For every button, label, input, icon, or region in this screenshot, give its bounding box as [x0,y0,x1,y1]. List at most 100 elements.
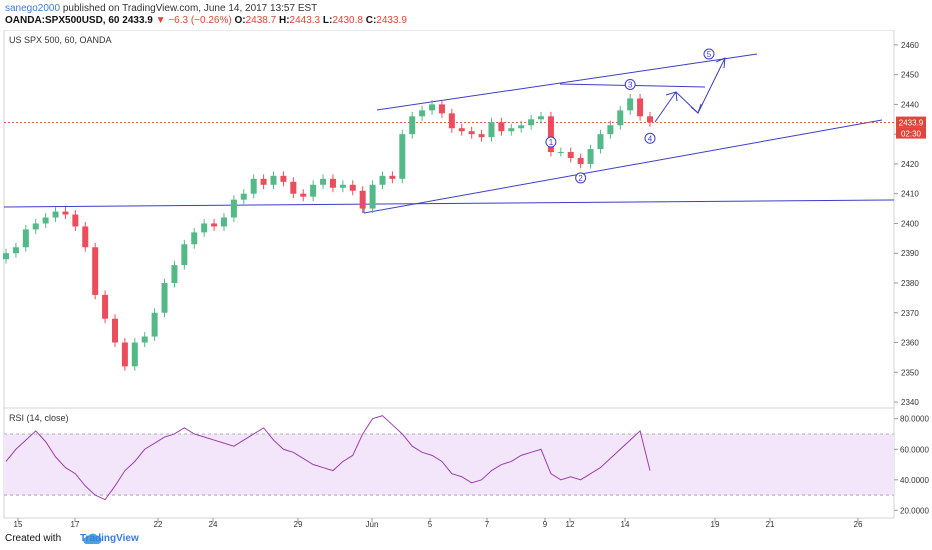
candle-body[interactable] [92,247,99,295]
candle-body[interactable] [567,152,574,158]
candle-body[interactable] [359,190,366,209]
price-change: −6.3 (−0.26%) [168,15,232,26]
candle-body[interactable] [220,217,227,227]
horizontal-support-line[interactable] [3,199,895,208]
candle-body[interactable] [260,178,267,185]
candle-body[interactable] [300,193,307,197]
candle-body[interactable] [310,184,317,197]
candle-body[interactable] [419,110,426,117]
price-tag-label: 2433.9 [899,119,924,128]
candle-body[interactable] [369,184,376,209]
rsi-band [4,433,894,496]
candle-body[interactable] [82,226,89,248]
candle-body[interactable] [458,128,465,132]
projection-arrowhead-1 [665,91,678,102]
rsi-tick-label: 40.0000 [900,476,929,485]
candle-body[interactable] [141,336,148,343]
candle-body[interactable] [518,125,525,129]
candle-body[interactable] [577,157,584,164]
wave-label: 2 [578,174,583,183]
candle-body[interactable] [111,318,118,343]
candle-body[interactable] [637,98,644,117]
candle-body[interactable] [12,247,19,254]
candle-body[interactable] [587,149,594,164]
candle-body[interactable] [389,175,396,179]
candle-body[interactable] [102,294,109,319]
candle-body[interactable] [270,175,277,185]
projection-arrowhead-3 [715,57,726,69]
publish-info: published on TradingView.com, June 14, 2… [62,3,318,14]
candle-body[interactable] [230,199,237,218]
candle-body[interactable] [429,104,436,111]
publisher-username[interactable]: sanego2000 [5,3,61,14]
candle-body[interactable] [42,217,49,224]
projection-path[interactable] [654,57,726,123]
change-arrow-icon: ▼ [155,15,166,26]
candle-body[interactable] [191,232,198,245]
candle-body[interactable] [22,229,29,248]
candle-body[interactable] [211,223,218,227]
candle-body[interactable] [161,282,168,313]
countdown-box [896,127,926,139]
candle-body[interactable] [349,184,356,191]
upper-channel-line[interactable] [376,53,758,111]
candle-body[interactable] [201,223,208,233]
candle-body[interactable] [181,244,188,266]
candle-body[interactable] [151,312,158,337]
tradingview-cloud-icon[interactable] [58,532,126,546]
candle-body[interactable] [627,98,634,111]
wave-labels: 1 2 3 4 5 [545,48,715,184]
candle-body[interactable] [280,175,287,182]
lower-channel-line[interactable] [363,119,883,214]
candle-body[interactable] [62,211,69,215]
candle-body[interactable] [498,122,505,132]
candle-body[interactable] [597,134,604,150]
price-tick-label: 2460 [901,41,919,50]
candle-body[interactable] [468,131,475,135]
footer: Created with TradingView [0,530,932,550]
candlestick-series[interactable] [3,93,653,371]
candle-body[interactable] [438,104,445,114]
candle-body[interactable] [409,116,416,135]
candle-body[interactable] [528,119,535,126]
candle-body[interactable] [488,122,495,138]
price-tick-label: 2450 [901,71,919,80]
rsi-tick-label: 60.0000 [900,445,929,454]
rsi-line[interactable] [5,415,651,501]
candle-body[interactable] [508,128,515,132]
candle-body[interactable] [617,110,624,126]
candle-body[interactable] [557,152,564,154]
candle-body[interactable] [607,125,614,135]
time-tick-label: Jun [366,520,379,529]
candle-body[interactable] [131,342,138,367]
candle-body[interactable] [647,116,653,123]
candle-body[interactable] [72,214,79,227]
candle-body[interactable] [3,253,9,260]
candle-body[interactable] [547,116,554,153]
created-with-text: Created with [5,533,62,544]
chart-canvas[interactable]: US SPX 500, 60, OANDA RSI (14, close) 23… [0,30,932,550]
candle-body[interactable] [379,175,386,185]
candle-body[interactable] [240,193,247,200]
publish-line: sanego2000 published on TradingView.com,… [5,3,317,14]
candle-body[interactable] [250,178,257,194]
candle-body[interactable] [448,113,455,129]
candle-body[interactable] [339,184,346,188]
candle-body[interactable] [329,178,336,188]
tradingview-brand[interactable]: TradingView [80,533,139,544]
rsi-title: RSI (14, close) [9,413,69,423]
candle-body[interactable] [320,178,327,185]
candle-body[interactable] [121,342,128,367]
candle-body[interactable] [290,181,297,194]
projection-arrowhead-2 [690,103,702,114]
candle-body[interactable] [478,134,485,138]
candle-body[interactable] [171,265,178,283]
time-tick-label: 24 [209,520,218,529]
time-tick-label: 17 [71,520,80,529]
candle-body[interactable] [399,134,406,179]
price-tick-label: 2340 [901,398,919,407]
candle-body[interactable] [52,211,59,218]
candle-body[interactable] [538,116,545,120]
candle-body[interactable] [32,223,39,230]
price-panel[interactable] [3,30,895,409]
